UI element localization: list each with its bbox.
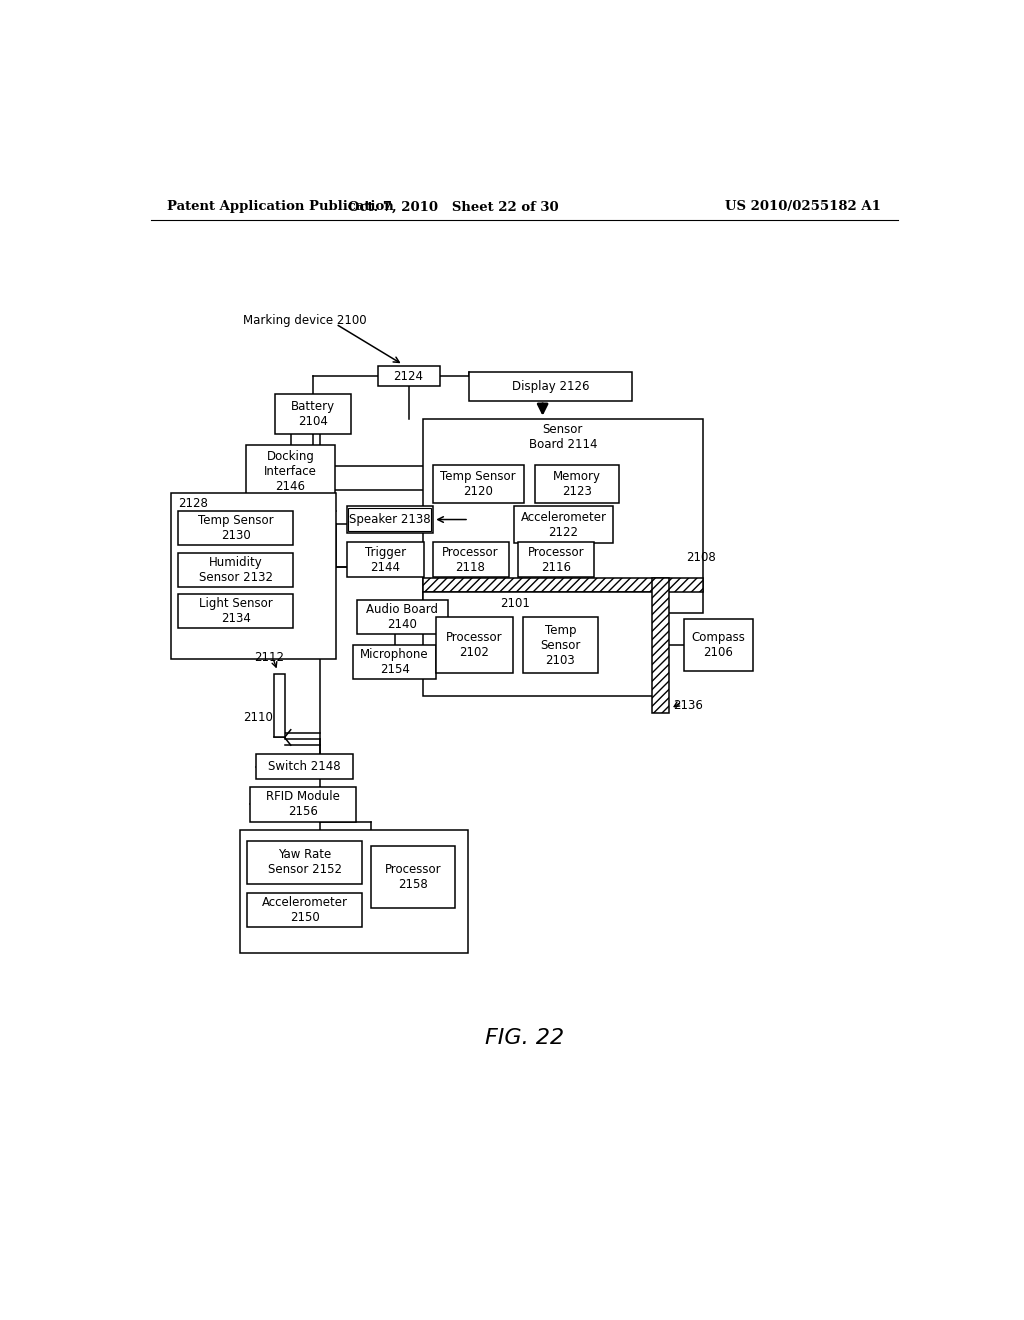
Text: Accelerometer
2122: Accelerometer 2122 — [520, 511, 606, 539]
Bar — [346, 507, 433, 533]
Text: Trigger
2144: Trigger 2144 — [365, 545, 406, 574]
Text: Processor
2102: Processor 2102 — [446, 631, 503, 659]
Bar — [246, 445, 335, 498]
Text: Temp Sensor
2130: Temp Sensor 2130 — [198, 513, 273, 543]
Bar — [348, 508, 431, 531]
Text: 2108: 2108 — [686, 550, 716, 564]
Text: Oct. 7, 2010   Sheet 22 of 30: Oct. 7, 2010 Sheet 22 of 30 — [348, 201, 559, 214]
Bar — [275, 395, 351, 434]
Bar — [514, 507, 613, 544]
Text: Processor
2118: Processor 2118 — [442, 545, 499, 574]
Text: Audio Board
2140: Audio Board 2140 — [367, 603, 438, 631]
Text: 2128: 2128 — [178, 496, 208, 510]
Bar — [171, 494, 336, 659]
Bar — [535, 465, 618, 503]
Bar — [518, 541, 594, 577]
Bar — [352, 645, 436, 678]
Bar — [372, 846, 455, 908]
Text: US 2010/0255182 A1: US 2010/0255182 A1 — [725, 201, 881, 214]
Bar — [356, 601, 449, 635]
Bar — [423, 418, 703, 612]
Bar — [178, 553, 293, 586]
Bar — [178, 594, 293, 628]
Text: Yaw Rate
Sensor 2152: Yaw Rate Sensor 2152 — [267, 849, 342, 876]
Bar — [248, 892, 362, 927]
Bar — [346, 541, 424, 577]
Text: Temp Sensor
2120: Temp Sensor 2120 — [440, 470, 516, 498]
Bar — [432, 541, 509, 577]
Text: Speaker 2138: Speaker 2138 — [349, 513, 431, 527]
Bar — [469, 372, 632, 401]
Bar — [256, 755, 352, 779]
Text: Docking
Interface
2146: Docking Interface 2146 — [264, 450, 316, 492]
Bar — [652, 578, 669, 713]
Bar — [435, 618, 513, 673]
Text: FIG. 22: FIG. 22 — [485, 1028, 564, 1048]
Text: Patent Application Publication: Patent Application Publication — [167, 201, 393, 214]
Text: Battery
2104: Battery 2104 — [291, 400, 335, 428]
Bar — [423, 591, 655, 696]
Bar — [273, 675, 285, 738]
Bar — [684, 619, 753, 671]
Text: Memory
2123: Memory 2123 — [553, 470, 601, 498]
Bar — [523, 618, 598, 673]
Bar — [251, 787, 356, 822]
Bar — [178, 511, 293, 545]
Text: Humidity
Sensor 2132: Humidity Sensor 2132 — [199, 556, 272, 583]
Text: Sensor
Board 2114: Sensor Board 2114 — [528, 424, 597, 451]
Text: 2124: 2124 — [393, 370, 424, 383]
Text: Microphone
2154: Microphone 2154 — [360, 648, 429, 676]
Bar — [248, 841, 362, 884]
Text: Processor
2116: Processor 2116 — [527, 545, 584, 574]
Text: RFID Module
2156: RFID Module 2156 — [266, 791, 340, 818]
Bar — [240, 830, 468, 953]
Text: 2101: 2101 — [501, 597, 530, 610]
Text: 2112: 2112 — [254, 651, 285, 664]
Text: Accelerometer
2150: Accelerometer 2150 — [262, 896, 348, 924]
Bar — [432, 465, 524, 503]
Text: 2136: 2136 — [674, 698, 703, 711]
Text: Marking device 2100: Marking device 2100 — [243, 314, 367, 326]
Text: Display 2126: Display 2126 — [512, 380, 589, 393]
Text: Processor
2158: Processor 2158 — [385, 863, 441, 891]
Text: 2110: 2110 — [243, 711, 272, 723]
Text: Compass
2106: Compass 2106 — [691, 631, 745, 659]
Bar — [423, 578, 703, 591]
Text: Light Sensor
2134: Light Sensor 2134 — [199, 597, 272, 626]
Text: Temp
Sensor
2103: Temp Sensor 2103 — [541, 623, 581, 667]
Bar — [378, 367, 439, 387]
Text: Switch 2148: Switch 2148 — [268, 760, 341, 774]
